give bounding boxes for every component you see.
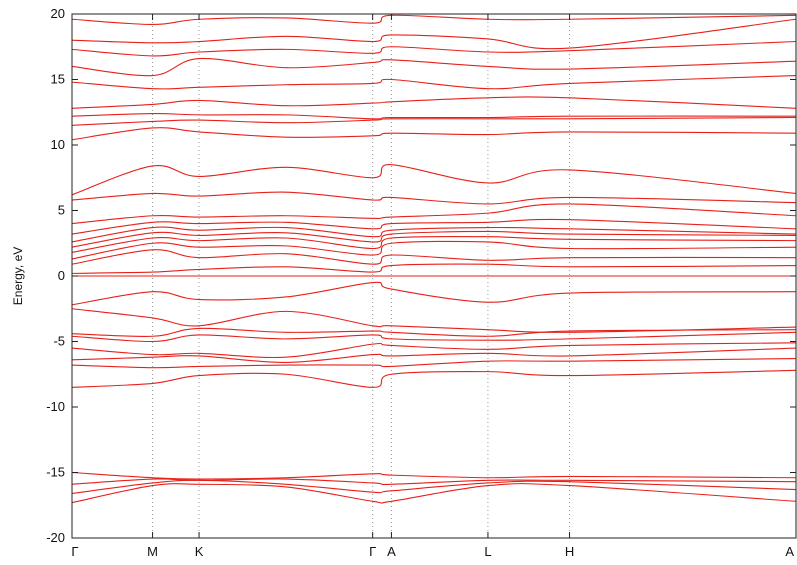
gridlines — [152, 14, 571, 538]
band-8 — [71, 342, 797, 359]
x-tick-label: A — [387, 544, 396, 559]
band-25 — [71, 116, 797, 126]
x-tick-label: H — [565, 544, 574, 559]
band-29 — [71, 57, 797, 77]
band-23 — [71, 164, 797, 196]
y-tick-label: 10 — [51, 137, 65, 152]
band-12 — [71, 281, 797, 306]
band-21 — [71, 203, 797, 225]
band-5 — [71, 369, 797, 388]
band-7 — [71, 347, 797, 364]
y-tick-label: 15 — [51, 72, 65, 87]
band-20 — [71, 218, 797, 235]
band-14 — [71, 263, 797, 274]
band-10 — [71, 327, 797, 337]
band-32 — [71, 14, 797, 26]
band-22 — [71, 191, 797, 205]
x-tick-label: Γ — [369, 544, 376, 559]
band-2 — [71, 479, 797, 495]
x-tick-label: Γ — [71, 544, 78, 559]
band-27 — [71, 96, 797, 109]
x-tick-label: A — [785, 544, 794, 559]
band-26 — [71, 112, 797, 120]
y-axis-title: Energy, eV — [11, 247, 25, 305]
band-28 — [71, 75, 797, 90]
band-6 — [71, 357, 797, 369]
y-tick-label: 5 — [58, 203, 65, 218]
band-3 — [71, 478, 797, 485]
band-11 — [71, 308, 797, 333]
y-tick-label: -15 — [46, 465, 65, 480]
band-9 — [71, 331, 797, 343]
y-tick-label: 0 — [58, 268, 65, 283]
band-19 — [71, 226, 797, 243]
x-tick-label: M — [147, 544, 158, 559]
y-axis-ticks: -20 -15 -10 -5 0 5 10 15 20 — [46, 6, 796, 545]
band-18 — [71, 230, 797, 248]
band-lines — [71, 14, 797, 504]
y-tick-label: -10 — [46, 399, 65, 414]
band-30 — [71, 40, 797, 57]
band-4 — [71, 471, 797, 480]
y-tick-label: 20 — [51, 6, 65, 21]
band-24 — [71, 127, 797, 141]
band-1 — [71, 483, 797, 504]
x-tick-label: K — [195, 544, 204, 559]
band-15 — [71, 249, 797, 265]
x-tick-label: L — [484, 544, 491, 559]
band-31 — [71, 18, 797, 50]
band-17 — [71, 235, 797, 253]
band-16 — [71, 240, 797, 260]
y-tick-label: -5 — [53, 334, 65, 349]
y-tick-label: -20 — [46, 530, 65, 545]
